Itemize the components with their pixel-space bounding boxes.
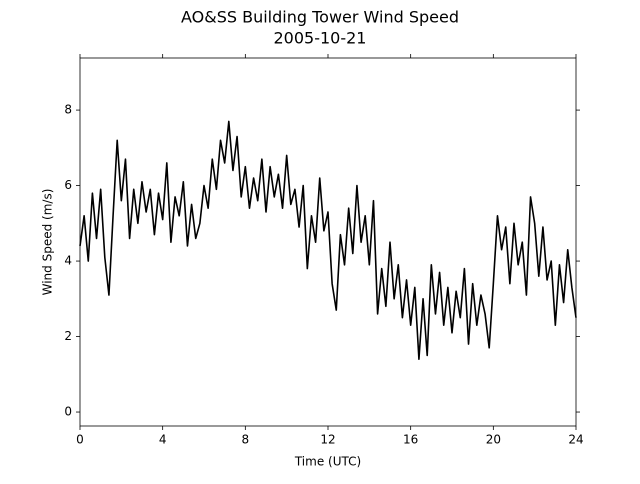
y-axis-label: Wind Speed (m/s): [41, 189, 55, 296]
y-tick-label: 4: [64, 254, 72, 268]
x-tick-label: 24: [568, 433, 583, 447]
chart-subtitle: 2005-10-21: [274, 29, 367, 48]
x-tick-label: 12: [320, 433, 335, 447]
x-tick-label: 8: [242, 433, 250, 447]
data-line: [79, 120, 577, 360]
x-tick-label: 0: [76, 433, 84, 447]
y-tick-label: 6: [64, 178, 72, 192]
y-tick-label: 0: [64, 405, 72, 419]
x-tick-label: 16: [403, 433, 418, 447]
x-tick-label: 4: [159, 433, 167, 447]
x-axis-label: Time (UTC): [294, 455, 361, 469]
plot-frame: [79, 57, 577, 427]
y-tick-label: 8: [64, 103, 72, 117]
y-tick-label: 2: [64, 329, 72, 343]
chart-title: AO&SS Building Tower Wind Speed: [181, 8, 459, 27]
x-tick-label: 20: [486, 433, 501, 447]
